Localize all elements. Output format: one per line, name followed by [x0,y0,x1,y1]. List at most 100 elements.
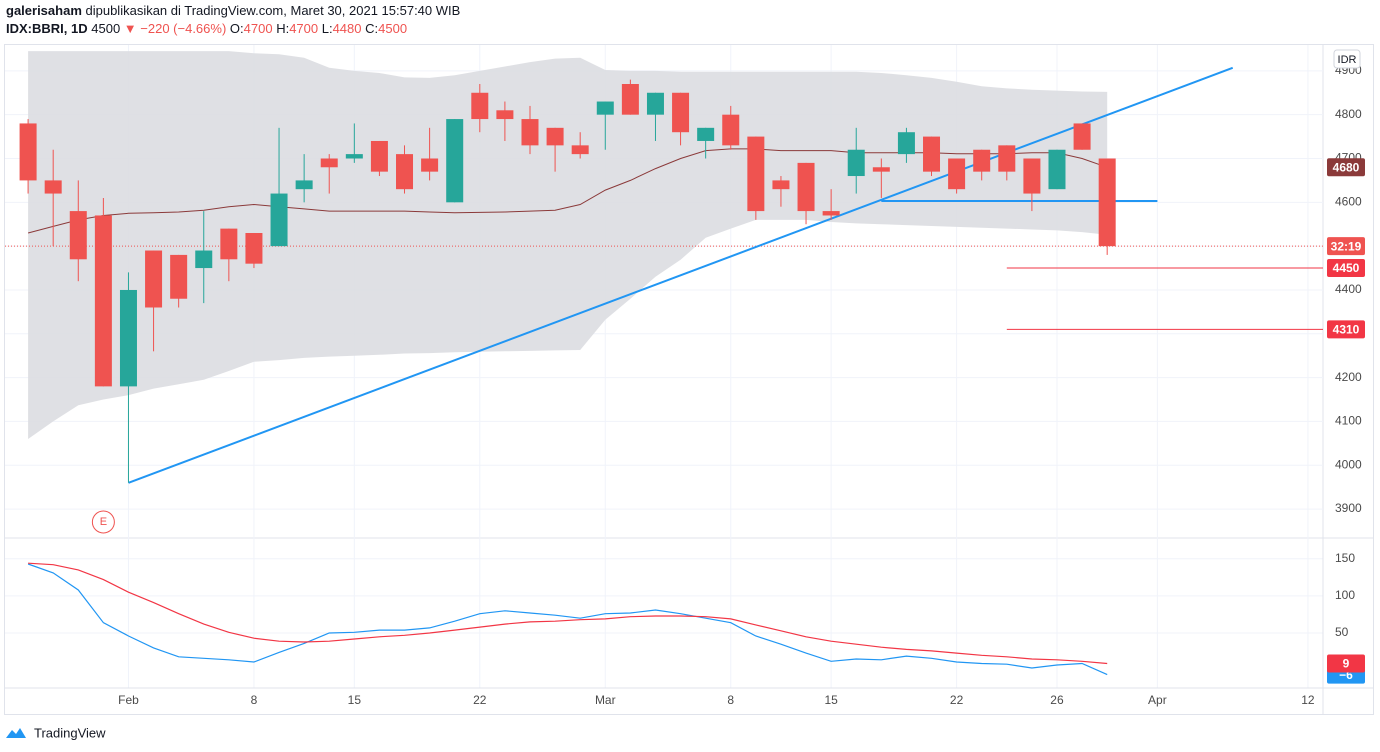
price-badge: 4680 [1327,158,1365,177]
c-label: C: [365,21,378,36]
author: galerisaham [6,3,82,18]
x-tick-label: 22 [473,693,487,707]
logo: TradingView [6,725,106,740]
last-price: 4500 [91,21,120,36]
candle-body [295,180,313,190]
candle-body [772,180,790,190]
candle-body [145,250,163,308]
x-tick-label: Mar [595,693,616,707]
price-badge: 32:19 [1327,237,1365,256]
band-area [28,51,1108,439]
candle-body [998,145,1016,172]
y-tick-label: 4800 [1335,107,1362,121]
symbol-line: IDX:BBRI, 1D 4500 ▼ −220 (−4.66%) O:4700… [6,21,407,36]
candle-body [521,119,539,146]
symbol: IDX:BBRI, 1D [6,21,88,36]
osc-line [28,562,1108,665]
badge-box [1327,259,1365,278]
x-tick-label: 15 [348,693,362,707]
candle-body [270,193,288,247]
candle-body [1048,149,1066,190]
frame [4,44,1374,715]
candle-body [897,132,915,155]
y-tick-label: 3900 [1335,501,1362,515]
badge-label: 4680 [1333,160,1360,174]
y-tick-label: 4100 [1335,414,1362,428]
candle-body [345,154,363,159]
price-badge: 4450 [1327,259,1365,278]
l-label: L: [322,21,333,36]
candle-body [571,145,589,155]
badge-box [1327,237,1365,256]
trendline [128,66,1234,484]
published: dipublikasikan di TradingView.com, Maret… [86,3,461,18]
candle-body [1023,158,1041,194]
candle-body [973,149,991,172]
y-tick-label: 100 [1335,588,1355,602]
candle-body [672,92,690,133]
candle-body [496,110,514,120]
candle-body [44,180,62,194]
x-tick-label: 8 [727,693,734,707]
candle-body [195,250,213,269]
brand: TradingView [34,725,106,740]
y-tick-label: 150 [1335,551,1355,565]
candle-body [245,232,263,264]
x-tick-label: Feb [118,693,139,707]
c-value: 4500 [378,21,407,36]
badge-box [1327,320,1365,339]
price-badge: 9 [1327,654,1365,673]
osc-line [27,563,1108,676]
candle-body [847,149,865,177]
price-badge: 4310 [1327,320,1365,339]
l-value: 4480 [333,21,362,36]
candle-body [94,215,112,387]
y-tick-label: 50 [1335,625,1349,639]
candle-body [1098,158,1116,247]
candle-body [596,101,614,115]
candle-body [421,158,439,172]
y-tick-label: 4000 [1335,457,1362,471]
candle-body [797,162,815,212]
o-label: O: [230,21,244,36]
candle-body [621,84,639,115]
o-value: 4700 [244,21,273,36]
x-tick-label: 26 [1050,693,1064,707]
candle-body [69,211,87,260]
y-tick-label: 4600 [1335,194,1362,208]
header-line: galerisaham dipublikasikan di TradingVie… [6,3,460,18]
logo-icon [6,728,26,738]
candle-body [19,123,37,181]
badge-label: 32:19 [1331,239,1362,253]
y-tick-label: 4200 [1335,370,1362,384]
currency-label: IDR [1338,54,1357,66]
candle-body [872,167,890,172]
candle-body [546,127,564,146]
candle-body [923,136,941,172]
candle-body [119,289,137,387]
x-tick-label: 15 [824,693,838,707]
candle-body [170,254,188,299]
candle-body [471,92,489,120]
y-tick-label: 4400 [1335,282,1362,296]
candle-body [697,127,715,141]
candle-body [320,158,338,168]
candle-body [948,158,966,190]
candle-body [722,114,740,146]
candle-body [370,140,388,172]
candle-body [1073,123,1091,150]
event-label: E [100,516,107,528]
badge-box [1327,158,1365,177]
x-tick-label: 12 [1301,693,1315,707]
candle-body [646,92,664,115]
candle-body [446,119,464,203]
x-tick-label: 22 [950,693,964,707]
badge-label: 4310 [1333,323,1360,337]
badge-box [1327,654,1365,673]
currency-box [1333,49,1361,69]
badge-label: 4450 [1333,261,1360,275]
h-value: 4700 [289,21,318,36]
